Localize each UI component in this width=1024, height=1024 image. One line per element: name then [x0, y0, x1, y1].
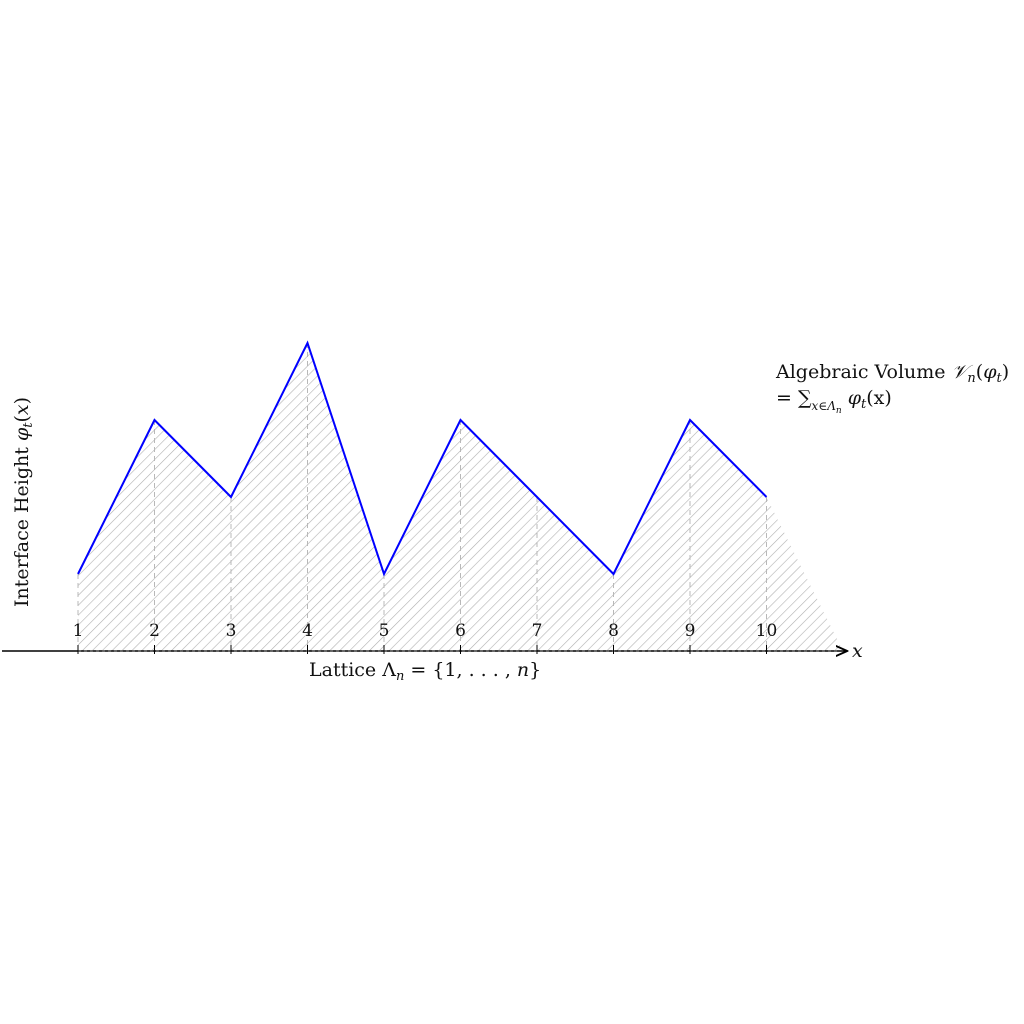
site-guide-lines: [77, 343, 767, 651]
x-axis-label-lambda-sub: n: [396, 669, 404, 684]
y-axis-label-x: x: [11, 404, 33, 415]
tick-label-7: 7: [532, 621, 543, 641]
volume-label-phi: φ: [983, 361, 997, 383]
x-ticks: 1 2 3 4 5 6 7 8 9 10: [73, 621, 778, 654]
tick-label-9: 9: [685, 621, 696, 641]
volume-sum-phi-sub: t: [861, 397, 867, 412]
volume-sum-phi: φ: [842, 387, 862, 409]
volume-label-phi-sub: t: [997, 371, 1003, 386]
volume-label-line2: = ∑x∈Λn φt(x): [776, 387, 892, 416]
tick-label-1: 1: [73, 621, 84, 641]
y-axis-label: Interface Height φt(x): [11, 397, 36, 607]
tick-label-5: 5: [379, 621, 390, 641]
tick-label-2: 2: [149, 621, 160, 641]
x-axis-label-prefix: Lattice: [309, 659, 382, 681]
volume-sum-sub-n: n: [836, 406, 842, 416]
x-axis-label-n: n: [517, 659, 529, 681]
volume-sum-sub: x∈Λ: [812, 399, 837, 413]
x-axis-label-close: }: [529, 659, 541, 681]
x-axis-label: Lattice Λn = {1, . . . , n}: [309, 659, 541, 684]
y-axis-label-prefix: Interface Height: [11, 441, 33, 607]
interface-line: [77, 340, 768, 577]
tick-label-3: 3: [226, 621, 237, 641]
x-axis-label-rest: = {1, . . . ,: [404, 659, 517, 681]
y-axis-label-sub: t: [21, 422, 36, 428]
y-axis-label-phi: φ: [11, 427, 33, 441]
x-axis-symbol: x: [852, 640, 863, 662]
y-axis-label-open: (: [11, 415, 33, 422]
x-axis-label-lambda: Λ: [381, 659, 396, 681]
tick-label-4: 4: [302, 621, 313, 641]
volume-sum-symbol: ∑: [798, 387, 812, 409]
tick-label-10: 10: [756, 621, 778, 641]
volume-label-prefix: Algebraic Volume: [775, 361, 952, 383]
volume-label-V-sub: n: [967, 371, 975, 386]
volume-sum-prefix: =: [776, 387, 798, 409]
y-axis-label-close: ): [11, 397, 33, 404]
tick-label-6: 6: [455, 621, 466, 641]
tick-label-8: 8: [608, 621, 619, 641]
volume-label-open: (: [976, 361, 983, 383]
volume-sum-rest: (x): [866, 387, 892, 409]
volume-label-line1: Algebraic Volume 𝒱n(φt): [775, 361, 1009, 386]
volume-label-close: ): [1002, 361, 1009, 383]
